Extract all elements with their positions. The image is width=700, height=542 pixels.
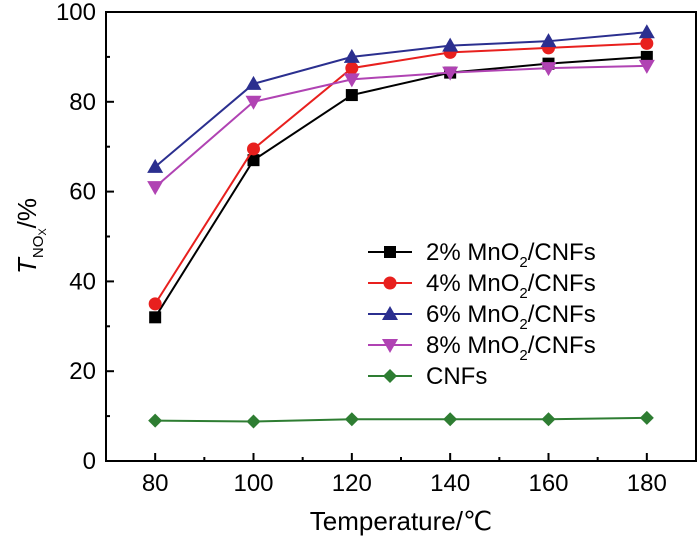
series-line-1 — [154, 55, 647, 318]
y-axis-title-subsub: X — [37, 228, 49, 236]
data-point — [147, 181, 164, 196]
y-axis-title: TNOX/% — [12, 198, 49, 274]
ticks-layer: 80 100 120 140 160 180 0 20 40 60 80 100 — [56, 0, 697, 497]
series-2 — [148, 36, 654, 311]
data-point — [147, 158, 164, 173]
data-point — [149, 311, 162, 324]
series-line-2 — [154, 42, 647, 305]
legend-label: 4% MnO2/CNFs — [426, 270, 596, 302]
data-point — [540, 62, 557, 77]
data-point — [540, 33, 557, 48]
data-point — [541, 412, 556, 427]
legend-marker — [382, 306, 398, 320]
data-point — [639, 410, 654, 425]
x-tick-label-140: 140 — [430, 470, 470, 497]
plot-frame — [105, 11, 697, 462]
data-point — [442, 66, 459, 81]
series-4 — [147, 59, 655, 196]
data-point — [638, 59, 655, 74]
data-point — [343, 73, 360, 88]
series-line-4 — [154, 64, 647, 188]
y-axis-title-sub: NO — [30, 236, 47, 259]
y-tick-label-60: 60 — [69, 179, 96, 206]
data-point — [345, 61, 359, 75]
legend-label: 8% MnO2/CNFs — [426, 332, 596, 364]
legend-label: 2% MnO2/CNFs — [426, 239, 596, 271]
y-tick-label-100: 100 — [56, 0, 96, 26]
x-tick-label-120: 120 — [332, 470, 372, 497]
data-point — [247, 154, 260, 167]
series-line-3 — [154, 31, 647, 168]
data-point — [247, 142, 260, 156]
legend-item-3: 6% MnO2/CNFs — [368, 301, 596, 333]
data-point — [344, 412, 359, 427]
y-axis-title-main: T — [12, 256, 42, 274]
x-tick-label-160: 160 — [528, 470, 568, 497]
legend-item-4: 8% MnO2/CNFs — [368, 332, 596, 364]
data-point — [245, 95, 262, 110]
x-tick-label-180: 180 — [627, 470, 667, 497]
series-line-5 — [155, 416, 647, 423]
x-tick-label-80: 80 — [142, 470, 169, 497]
legend-marker — [383, 369, 397, 383]
series-3 — [147, 24, 655, 173]
data-point — [443, 412, 458, 427]
data-point — [638, 24, 655, 39]
series-5 — [148, 410, 654, 429]
legend-label: CNFs — [426, 363, 487, 390]
x-tick-label-100: 100 — [233, 470, 273, 497]
legend-item-2: 4% MnO2/CNFs — [368, 270, 596, 302]
y-tick-label-0: 0 — [83, 448, 96, 475]
legend-marker — [383, 276, 397, 290]
data-point — [343, 48, 360, 63]
data-point — [148, 297, 162, 311]
legend-item-5: CNFs — [368, 363, 487, 390]
data-point — [148, 413, 163, 428]
data-point — [442, 37, 459, 52]
y-tick-label-20: 20 — [69, 358, 96, 385]
legend-item-1: 2% MnO2/CNFs — [368, 239, 596, 271]
legend-marker — [382, 339, 398, 353]
legend-label: 6% MnO2/CNFs — [426, 301, 596, 333]
data-point — [246, 414, 261, 429]
data-point — [245, 75, 262, 90]
data-point — [345, 89, 358, 102]
x-axis-title: Temperature/℃ — [310, 506, 492, 536]
data-point — [640, 36, 654, 50]
y-tick-label-40: 40 — [69, 268, 96, 295]
series-layer — [147, 24, 655, 429]
y-axis-title-suffix: /% — [12, 198, 42, 228]
legend-marker — [384, 246, 396, 258]
y-tick-label-80: 80 — [69, 89, 96, 116]
